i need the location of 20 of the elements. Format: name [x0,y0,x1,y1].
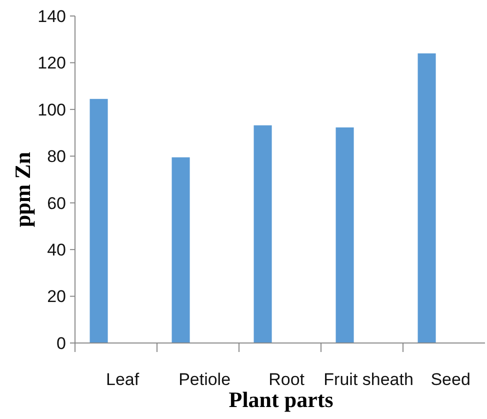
bar [254,125,272,343]
y-tick-label: 20 [47,287,66,306]
x-tick-label: Fruit sheath [324,370,414,389]
y-tick-label: 0 [56,334,66,353]
x-tick-label: Petiole [178,370,231,389]
y-tick-label: 100 [38,100,66,120]
x-tick-label: Seed [430,370,470,389]
y-tick-label: 40 [47,240,66,260]
x-axis-title: Plant parts [228,387,334,412]
x-tick-label: Leaf [106,370,140,389]
y-tick-label: 140 [38,6,66,26]
bar [172,157,190,343]
y-tick-label: 120 [38,54,66,73]
bar [418,53,436,343]
y-tick-label: 80 [47,147,66,166]
y-axis-title: ppm Zn [10,152,35,228]
x-tick-label: Root [268,370,305,389]
bar [336,127,354,343]
bar [90,98,108,343]
y-tick-label: 60 [47,194,66,213]
